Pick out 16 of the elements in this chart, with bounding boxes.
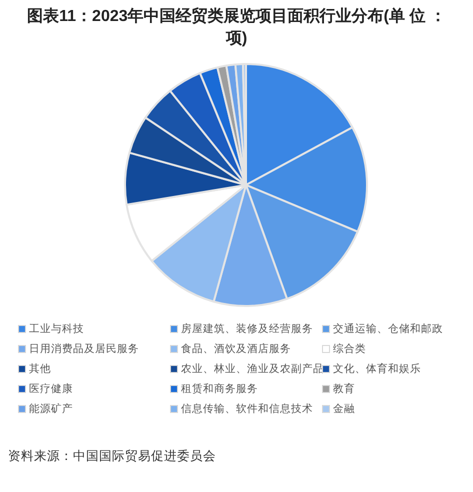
legend-label: 文化、体育和娱乐 <box>333 362 421 376</box>
legend-label: 综合类 <box>333 342 366 356</box>
chart-title: 图表11：2023年中国经贸类展览项目面积行业分布(单 位 ：项) <box>26 6 447 49</box>
legend-label: 租赁和商务服务 <box>181 382 258 396</box>
legend-label: 其他 <box>29 362 51 376</box>
legend-label: 信息传输、软件和信息技术 <box>181 402 313 416</box>
text: 资料来源：中国国际贸易促进委员会 <box>8 448 216 465</box>
legend-label: 金融 <box>333 402 355 416</box>
legend-label: 能源矿产 <box>29 402 73 416</box>
legend-label: 交通运输、仓储和邮政 <box>333 322 443 336</box>
legend-label: 日用消费品及居民服务 <box>29 342 139 356</box>
legend-label: 医疗健康 <box>29 382 73 396</box>
legend-label: 教育 <box>333 382 355 396</box>
legend-label: 工业与科技 <box>29 322 84 336</box>
legend-label: 食品、酒饮及酒店服务 <box>181 342 291 356</box>
legend-label: 房屋建筑、装修及经营服务 <box>181 322 313 336</box>
